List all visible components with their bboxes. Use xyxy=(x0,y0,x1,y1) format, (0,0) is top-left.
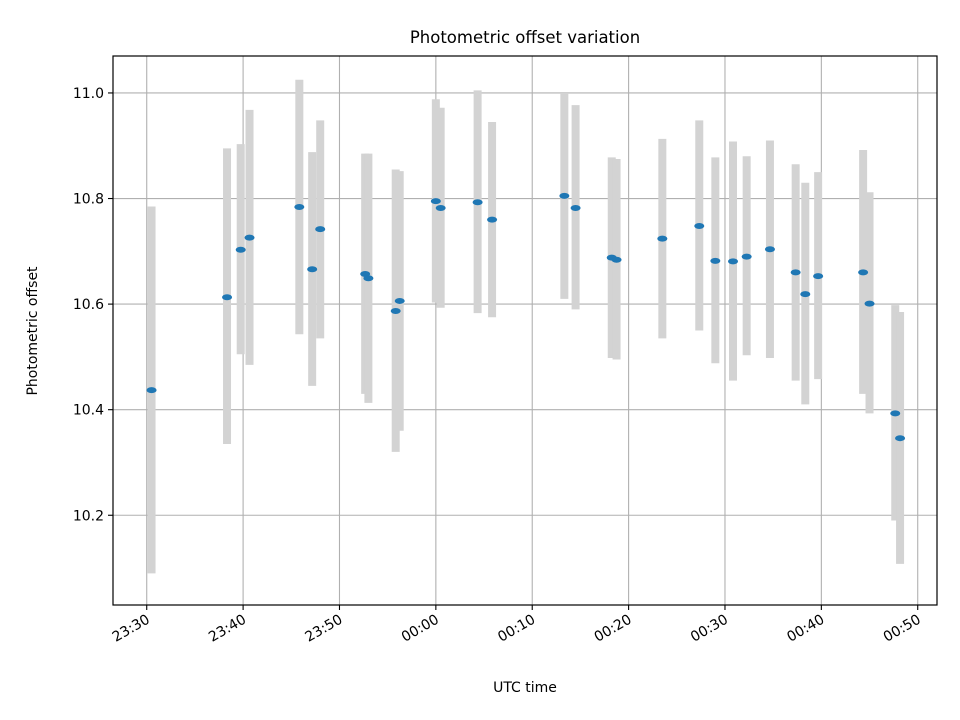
data-point xyxy=(611,256,622,263)
data-point xyxy=(790,269,801,276)
data-point xyxy=(570,205,581,212)
data-point xyxy=(394,297,405,304)
data-point xyxy=(813,273,824,280)
y-tick-label: 10.8 xyxy=(73,192,104,208)
data-point xyxy=(728,258,739,265)
data-point xyxy=(890,410,901,417)
data-point xyxy=(307,266,318,273)
grid xyxy=(113,56,937,605)
data-point xyxy=(472,199,483,206)
data-point xyxy=(741,253,752,260)
data-points xyxy=(146,192,906,442)
y-axis-ticks: 10.2 10.4 10.6 10.8 11.0 xyxy=(73,86,113,524)
data-point xyxy=(895,435,906,442)
data-point xyxy=(694,222,705,229)
x-axis-label: UTC time xyxy=(493,680,557,696)
data-point xyxy=(858,269,869,276)
data-point xyxy=(146,387,157,394)
data-point xyxy=(487,216,498,223)
data-point xyxy=(764,246,775,253)
y-tick-label: 10.6 xyxy=(73,297,104,313)
data-point xyxy=(244,234,255,241)
data-point xyxy=(710,257,721,264)
data-point xyxy=(864,300,875,307)
data-point xyxy=(363,275,374,282)
plot-frame xyxy=(112,55,938,606)
data-point xyxy=(657,235,668,242)
data-point xyxy=(235,246,246,253)
chart-title: Photometric offset variation xyxy=(410,28,640,47)
y-tick-label: 11.0 xyxy=(73,86,104,102)
data-point xyxy=(315,226,326,233)
data-point xyxy=(435,205,446,212)
y-tick-label: 10.4 xyxy=(73,403,104,419)
data-point xyxy=(390,307,401,314)
data-point xyxy=(294,203,305,210)
y-tick-label: 10.2 xyxy=(73,508,104,524)
y-axis-label: Photometric offset xyxy=(25,266,41,396)
data-point xyxy=(222,294,233,301)
data-point xyxy=(430,198,441,205)
data-point xyxy=(800,291,811,298)
data-point xyxy=(559,192,570,199)
